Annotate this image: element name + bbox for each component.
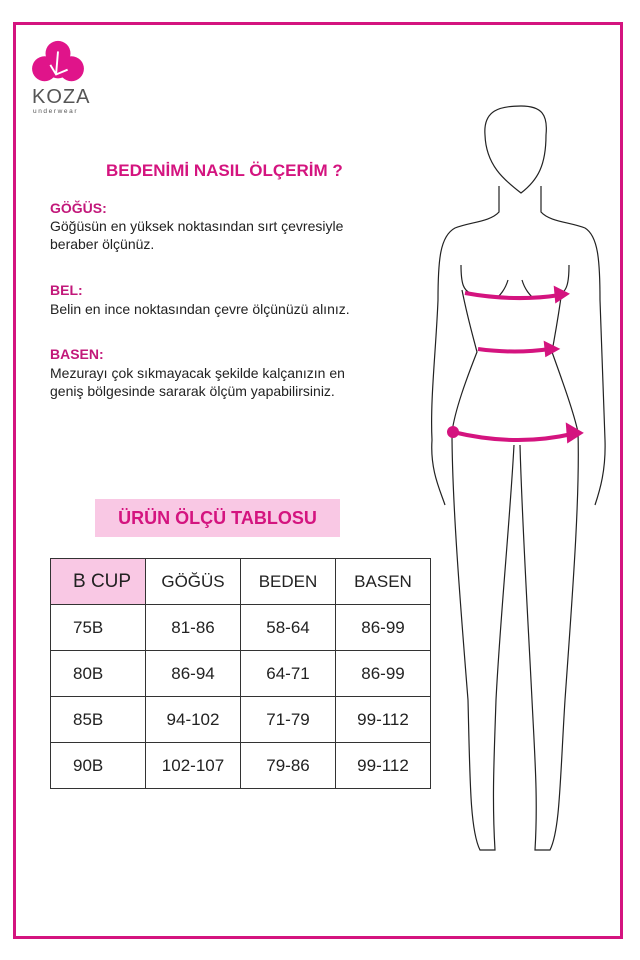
table-cell: 64-71 xyxy=(240,650,336,697)
section-text-bust: Göğüsün en yüksek noktasından sırt çevre… xyxy=(50,217,410,253)
table-cell: 86-99 xyxy=(335,604,431,651)
brand-name: KOZA xyxy=(32,86,91,108)
waist-measure-arrow xyxy=(477,347,551,354)
section-text-hip: Mezurayı çok sıkmayacak şekilde kalçanız… xyxy=(50,364,410,400)
table-cell: 79-86 xyxy=(240,742,336,789)
guide-title: BEDENİMİ NASIL ÖLÇERİM ? xyxy=(106,161,343,180)
header-cell: B CUP xyxy=(50,558,146,605)
table-cell: 99-112 xyxy=(335,696,431,743)
arrowhead xyxy=(553,285,570,304)
text-line: Belin en ince noktasından çevre ölçünüzü… xyxy=(50,301,350,317)
page-border xyxy=(13,22,623,939)
hip-measure-arrow xyxy=(452,430,573,442)
table-cell: 85B xyxy=(50,696,146,743)
brand-tagline: underwear xyxy=(33,108,79,115)
table-cell: 90B xyxy=(50,742,146,789)
arrowhead xyxy=(543,340,561,358)
body-outline-right xyxy=(519,186,606,851)
section-heading-waist: BEL: xyxy=(50,282,83,298)
table-cell: 81-86 xyxy=(145,604,241,651)
bust-outline xyxy=(460,264,570,299)
header-cell: BASEN xyxy=(335,558,431,605)
arrowhead xyxy=(565,422,584,444)
koza-logo-icon xyxy=(32,40,84,82)
table-row: 75B 81-86 58-64 86-99 xyxy=(50,604,431,651)
section-heading-bust: GÖĞÜS: xyxy=(50,200,107,216)
body-outline-left xyxy=(431,186,515,851)
hip-measure-start xyxy=(447,426,459,438)
table-header-row: B CUP GÖĞÜS BEDEN BASEN xyxy=(50,558,431,605)
head-outline xyxy=(484,105,547,194)
section-text-waist: Belin en ince noktasından çevre ölçünüzü… xyxy=(50,300,410,318)
table-cell: 58-64 xyxy=(240,604,336,651)
table-cell: 94-102 xyxy=(145,696,241,743)
table-cell: 99-112 xyxy=(335,742,431,789)
size-table: B CUP GÖĞÜS BEDEN BASEN 75B 81-86 58-64 … xyxy=(50,558,431,789)
table-cell: 102-107 xyxy=(145,742,241,789)
text-line: geniş bölgesinde sararak ölçüm yapabilir… xyxy=(50,383,335,399)
text-line: Mezurayı çok sıkmayacak şekilde kalçanız… xyxy=(50,365,345,381)
text-line: Göğüsün en yüksek noktasından sırt çevre… xyxy=(50,218,344,234)
size-table-title: ÜRÜN ÖLÇÜ TABLOSU xyxy=(95,499,340,537)
header-cell: GÖĞÜS xyxy=(145,558,241,605)
text-line: beraber ölçünüz. xyxy=(50,236,155,252)
bust-measure-arrow xyxy=(464,291,561,301)
table-cell: 86-99 xyxy=(335,650,431,697)
table-cell: 86-94 xyxy=(145,650,241,697)
section-heading-hip: BASEN: xyxy=(50,346,104,362)
table-row: 90B 102-107 79-86 99-112 xyxy=(50,742,431,789)
